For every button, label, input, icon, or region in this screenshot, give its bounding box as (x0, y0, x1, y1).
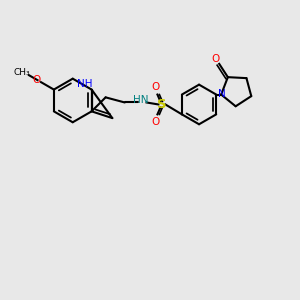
Text: O: O (151, 82, 160, 92)
Text: HN: HN (133, 95, 148, 106)
Text: O: O (151, 117, 160, 127)
Text: CH₃: CH₃ (14, 68, 30, 77)
Text: N: N (218, 88, 226, 99)
Text: NH: NH (76, 79, 92, 89)
Text: S: S (157, 98, 166, 111)
Text: O: O (212, 54, 220, 64)
Text: O: O (33, 75, 41, 85)
